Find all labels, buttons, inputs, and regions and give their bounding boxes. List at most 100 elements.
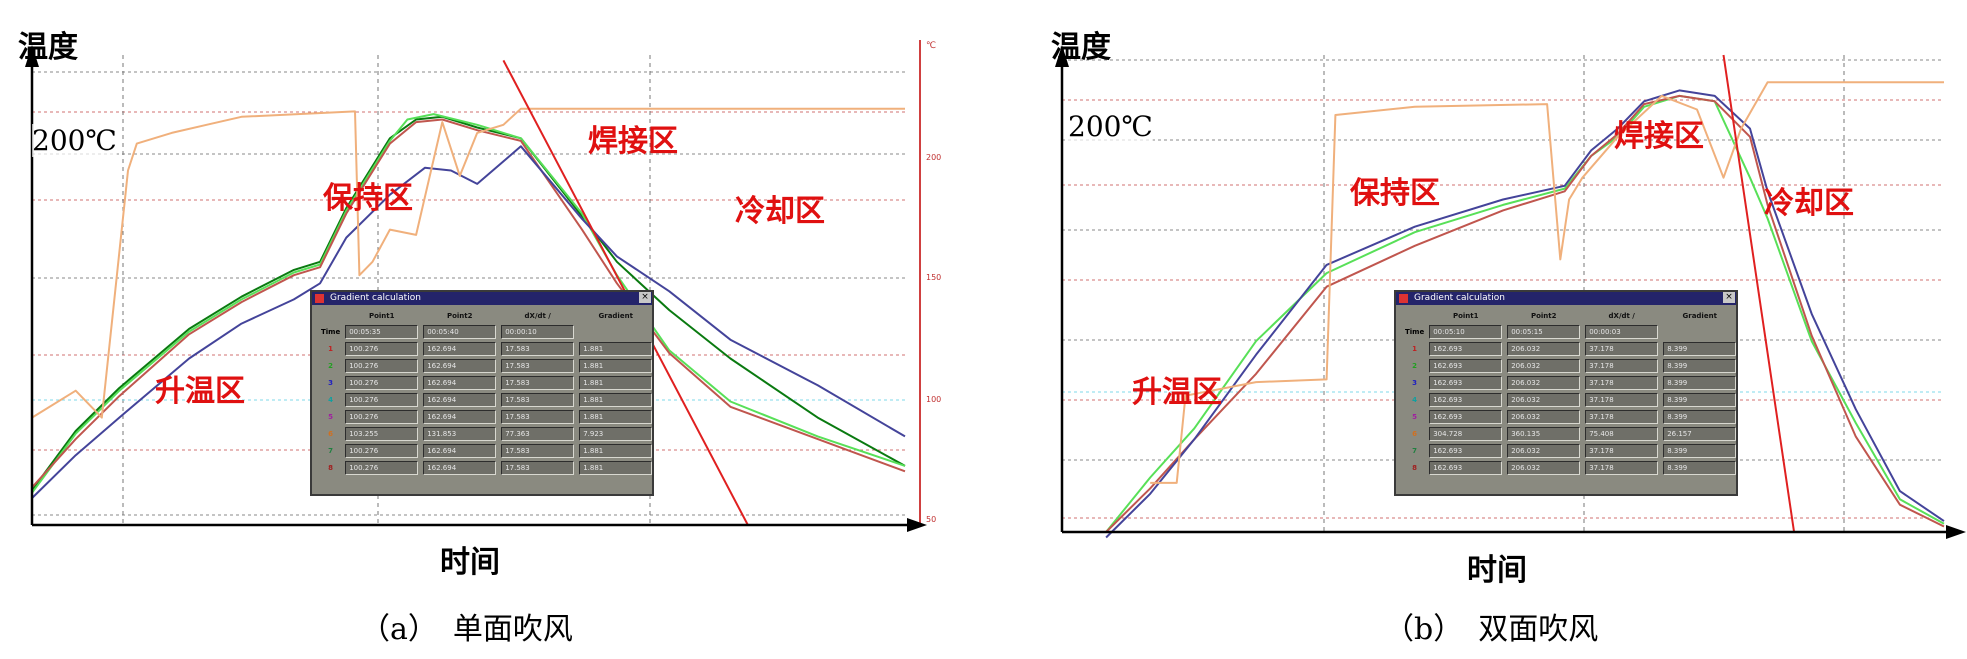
value-field[interactable]: 162.693 [1429, 461, 1503, 475]
value-field[interactable]: 1.881 [579, 393, 653, 407]
value-field[interactable]: 37.178 [1585, 359, 1659, 373]
value-field[interactable]: 100.276 [345, 376, 419, 390]
table-row: 5 162.693 206.032 37.178 8.399 [1405, 410, 1737, 424]
value-field[interactable]: 17.583 [501, 342, 575, 356]
value-field[interactable]: 100.276 [345, 461, 419, 475]
value-field[interactable]: 17.583 [501, 359, 575, 373]
y-axis-arrow-icon [25, 45, 39, 67]
value-field[interactable]: 206.032 [1507, 342, 1581, 356]
value-field[interactable]: 206.032 [1507, 410, 1581, 424]
time-field[interactable]: 00:05:40 [423, 325, 497, 339]
time-field[interactable]: 00:05:15 [1507, 325, 1581, 339]
value-field[interactable]: 1.881 [579, 461, 653, 475]
chart-panel-a: ℃ 200 150 100 50 温度 时间 200℃ 升温区 保持区 焊接区 冷却区 … [0, 0, 983, 659]
value-field[interactable]: 37.178 [1585, 444, 1659, 458]
table-row: 4 162.693 206.032 37.178 8.399 [1405, 393, 1737, 407]
value-field[interactable]: 162.694 [423, 342, 497, 356]
value-field[interactable]: 1.881 [579, 444, 653, 458]
value-field[interactable]: 100.276 [345, 393, 419, 407]
row-number: 1 [328, 345, 334, 353]
value-field[interactable]: 8.399 [1663, 393, 1737, 407]
value-field[interactable]: 206.032 [1507, 444, 1581, 458]
row-number: 7 [328, 447, 334, 455]
value-field[interactable]: 17.583 [501, 461, 575, 475]
value-field[interactable]: 162.693 [1429, 393, 1503, 407]
table-row: 5 100.276 162.694 17.583 1.881 [321, 410, 653, 424]
value-field[interactable]: 206.032 [1507, 376, 1581, 390]
value-field[interactable]: 100.276 [345, 342, 419, 356]
value-field[interactable]: 162.694 [423, 376, 497, 390]
chart-panel-b: 温度 时间 200℃ 升温区 保持区 焊接区 冷却区 （b） 双面吹风 Grad… [984, 0, 1967, 659]
value-field[interactable]: 162.693 [1429, 444, 1503, 458]
value-field[interactable]: 17.583 [501, 410, 575, 424]
value-field[interactable]: 8.399 [1663, 342, 1737, 356]
zone-heating-label: 升温区 [155, 374, 245, 409]
table-row: 7 162.693 206.032 37.178 8.399 [1405, 444, 1737, 458]
value-field[interactable]: 206.032 [1507, 461, 1581, 475]
value-field[interactable]: 162.694 [423, 393, 497, 407]
value-field[interactable]: 8.399 [1663, 461, 1737, 475]
column-header: dX/dt / [1608, 312, 1635, 320]
dialog-title: Gradient calculation [1414, 293, 1505, 303]
table-row: 2 100.276 162.694 17.583 1.881 [321, 359, 653, 373]
value-field[interactable]: 37.178 [1585, 410, 1659, 424]
value-field[interactable]: 162.694 [423, 444, 497, 458]
value-field[interactable]: 1.881 [579, 376, 653, 390]
chart-a-svg: ℃ 200 150 100 50 [25, 40, 941, 532]
series-line-4 [1150, 81, 1944, 484]
row-number: 6 [1412, 430, 1418, 438]
time-field[interactable]: 00:05:10 [1429, 325, 1503, 339]
value-field[interactable]: 17.583 [501, 376, 575, 390]
value-field[interactable]: 100.276 [345, 444, 419, 458]
time-field[interactable]: 00:00:03 [1585, 325, 1659, 339]
value-field[interactable]: 1.881 [579, 342, 653, 356]
value-field[interactable]: 162.694 [423, 359, 497, 373]
value-field[interactable]: 8.399 [1663, 376, 1737, 390]
table-row: 3 100.276 162.694 17.583 1.881 [321, 376, 653, 390]
value-field[interactable]: 304.728 [1429, 427, 1503, 441]
value-field[interactable]: 162.693 [1429, 359, 1503, 373]
value-field[interactable]: 1.881 [579, 359, 653, 373]
value-field[interactable]: 8.399 [1663, 410, 1737, 424]
time-field[interactable]: 00:00:10 [501, 325, 575, 339]
value-field[interactable]: 26.157 [1663, 427, 1737, 441]
value-field[interactable]: 8.399 [1663, 444, 1737, 458]
close-icon[interactable]: × [639, 292, 651, 303]
value-field[interactable]: 1.881 [579, 410, 653, 424]
value-field[interactable]: 162.693 [1429, 342, 1503, 356]
value-field[interactable]: 162.694 [423, 461, 497, 475]
caption-a: （a） 单面吹风 [360, 612, 573, 647]
value-field[interactable]: 7.923 [579, 427, 653, 441]
value-field[interactable]: 77.363 [501, 427, 575, 441]
value-field[interactable]: 37.178 [1585, 461, 1659, 475]
value-field[interactable]: 75.408 [1585, 427, 1659, 441]
value-field[interactable]: 162.694 [423, 410, 497, 424]
table-row: 1 100.276 162.694 17.583 1.881 [321, 342, 653, 356]
series-line-4 [31, 145, 906, 499]
value-field[interactable]: 162.693 [1429, 410, 1503, 424]
value-field[interactable]: 37.178 [1585, 376, 1659, 390]
value-field[interactable]: 206.032 [1507, 393, 1581, 407]
value-field[interactable]: 17.583 [501, 444, 575, 458]
value-field[interactable]: 37.178 [1585, 342, 1659, 356]
column-header: Point2 [446, 312, 473, 320]
value-field[interactable]: 17.583 [501, 393, 575, 407]
time-field[interactable]: 00:05:35 [345, 325, 419, 339]
value-field[interactable]: 100.276 [345, 410, 419, 424]
zone-reflow-label: 焊接区 [1614, 119, 1704, 154]
value-field[interactable]: 131.853 [423, 427, 497, 441]
row-label: Time [1405, 328, 1425, 336]
value-field[interactable]: 100.276 [345, 359, 419, 373]
series-line-2 [1105, 94, 1945, 533]
value-field[interactable]: 8.399 [1663, 359, 1737, 373]
value-field[interactable]: 103.255 [345, 427, 419, 441]
right-axis-tick-label: 150 [926, 273, 941, 282]
value-field[interactable]: 37.178 [1585, 393, 1659, 407]
value-field[interactable]: 162.693 [1429, 376, 1503, 390]
close-icon[interactable]: × [1723, 292, 1735, 303]
column-header: Point1 [1452, 312, 1479, 320]
value-field[interactable]: 360.135 [1507, 427, 1581, 441]
value-field[interactable]: 206.032 [1507, 359, 1581, 373]
table-row: 4 100.276 162.694 17.583 1.881 [321, 393, 653, 407]
series-line-5 [31, 107, 905, 419]
